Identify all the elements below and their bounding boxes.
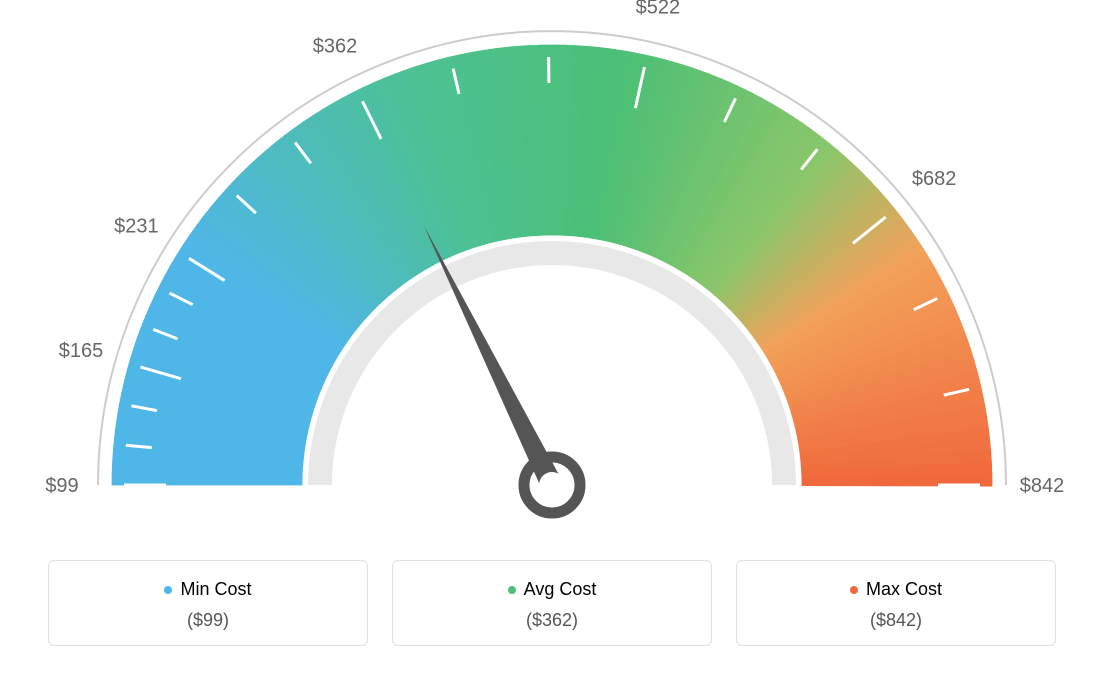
- legend-card-max: Max Cost ($842): [736, 560, 1056, 646]
- legend-dot-min: [164, 586, 172, 594]
- legend-value-min: ($99): [59, 610, 357, 631]
- gauge-tick-label: $99: [45, 475, 78, 497]
- gauge-tick-label: $682: [912, 168, 957, 190]
- legend-row: Min Cost ($99) Avg Cost ($362) Max Cost …: [0, 540, 1104, 646]
- gauge-chart: $99 $165 $231 $362 $522 $682 $842: [0, 0, 1104, 540]
- gauge-needle-hub-inner: [539, 472, 565, 498]
- legend-value-avg: ($362): [403, 610, 701, 631]
- legend-label-avg: Avg Cost: [524, 579, 597, 600]
- gauge-arc: [112, 45, 992, 486]
- gauge-tick-label: $231: [114, 215, 159, 237]
- gauge-tick-label: $165: [59, 340, 104, 362]
- legend-dot-avg: [508, 586, 516, 594]
- legend-title-min: Min Cost: [164, 579, 251, 600]
- gauge-tick-label: $522: [636, 0, 681, 19]
- gauge-svg: $99 $165 $231 $362 $522 $682 $842: [0, 0, 1104, 540]
- gauge-tick-label: $362: [313, 36, 358, 58]
- legend-card-avg: Avg Cost ($362): [392, 560, 712, 646]
- legend-card-min: Min Cost ($99): [48, 560, 368, 646]
- legend-title-max: Max Cost: [850, 579, 942, 600]
- legend-label-max: Max Cost: [866, 579, 942, 600]
- legend-title-avg: Avg Cost: [508, 579, 597, 600]
- gauge-tick-label: $842: [1020, 475, 1065, 497]
- legend-dot-max: [850, 586, 858, 594]
- legend-label-min: Min Cost: [180, 579, 251, 600]
- legend-value-max: ($842): [747, 610, 1045, 631]
